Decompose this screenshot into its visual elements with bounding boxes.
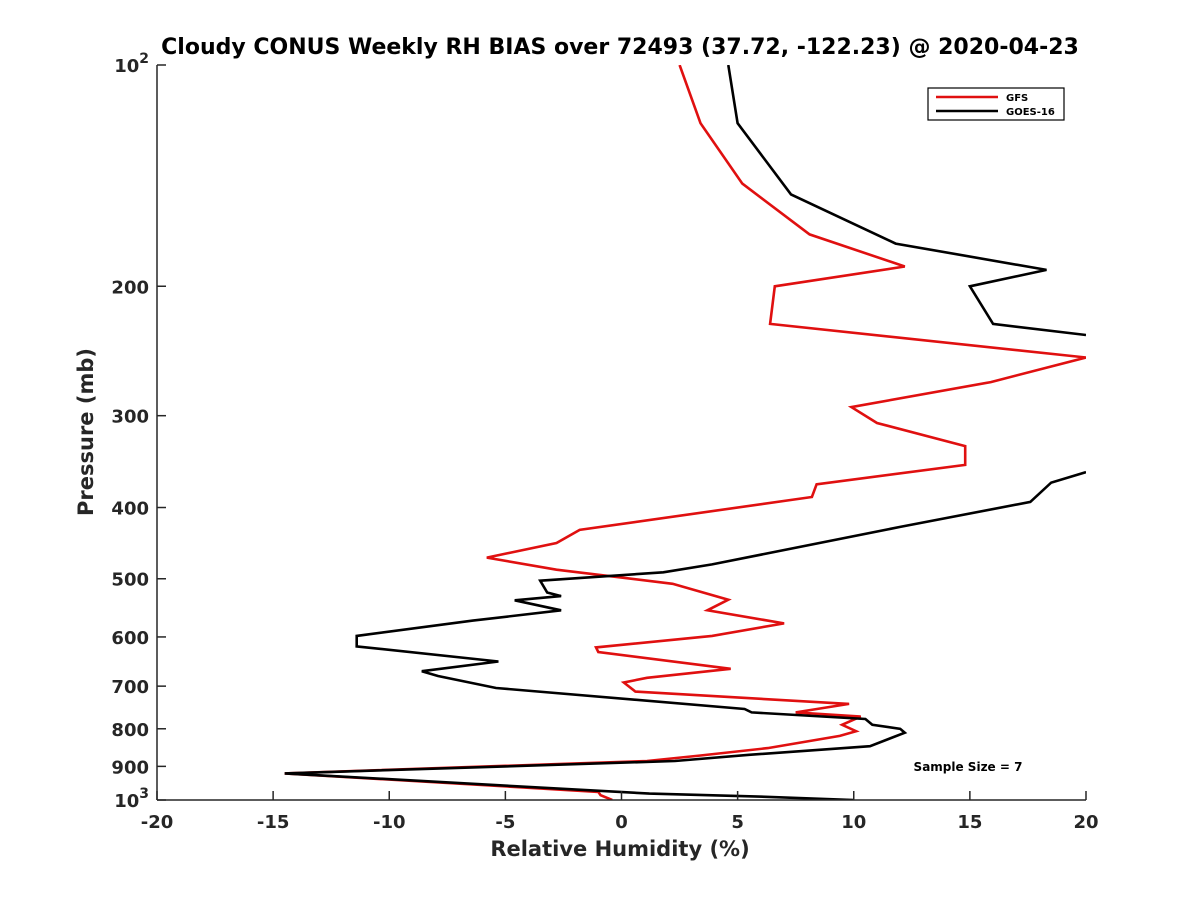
x-tick-label: 10: [841, 812, 866, 833]
y-tick-label: 400: [111, 499, 149, 520]
x-axis-label: Relative Humidity (%): [490, 837, 749, 861]
y-tick-label: 103: [114, 786, 149, 812]
series-layer: [284, 65, 1086, 800]
y-tick-label: 900: [111, 757, 149, 778]
legend-entry: GOES-16: [1006, 107, 1055, 118]
y-tick-label: 200: [111, 277, 149, 298]
series-line-2: [284, 65, 1086, 800]
x-tick-label: 15: [957, 812, 982, 833]
y-tick-label: 600: [111, 628, 149, 649]
y-tick-label: 300: [111, 407, 149, 428]
y-tick-label: 102: [114, 51, 149, 77]
chart-title: Cloudy CONUS Weekly RH BIAS over 72493 (…: [161, 35, 1079, 60]
legend-entry: GFS: [1006, 93, 1028, 104]
x-tick-label: 0: [615, 812, 628, 833]
legend-box: [927, 87, 1065, 121]
y-tick-label: 500: [111, 570, 149, 591]
x-tick-label: -10: [373, 812, 406, 833]
x-tick-label: 5: [731, 812, 744, 833]
series-line-1: [284, 65, 1086, 800]
y-tick-label: 700: [111, 677, 149, 698]
x-tick-label: -20: [141, 812, 174, 833]
sample-size-annotation: Sample Size = 7: [914, 760, 1023, 774]
y-axis-label: Pressure (mb): [74, 348, 98, 516]
x-tick-label: -5: [495, 812, 515, 833]
legend: GFS GOES-16: [927, 87, 1065, 121]
y-tick-label: 800: [111, 720, 149, 741]
x-tick-label: 20: [1073, 812, 1098, 833]
axes-layer: -20 -15 -10 -5 0 5 10 15 20 102 200 300 400 500 600 700…: [111, 51, 1098, 833]
x-tick-label: -15: [257, 812, 290, 833]
